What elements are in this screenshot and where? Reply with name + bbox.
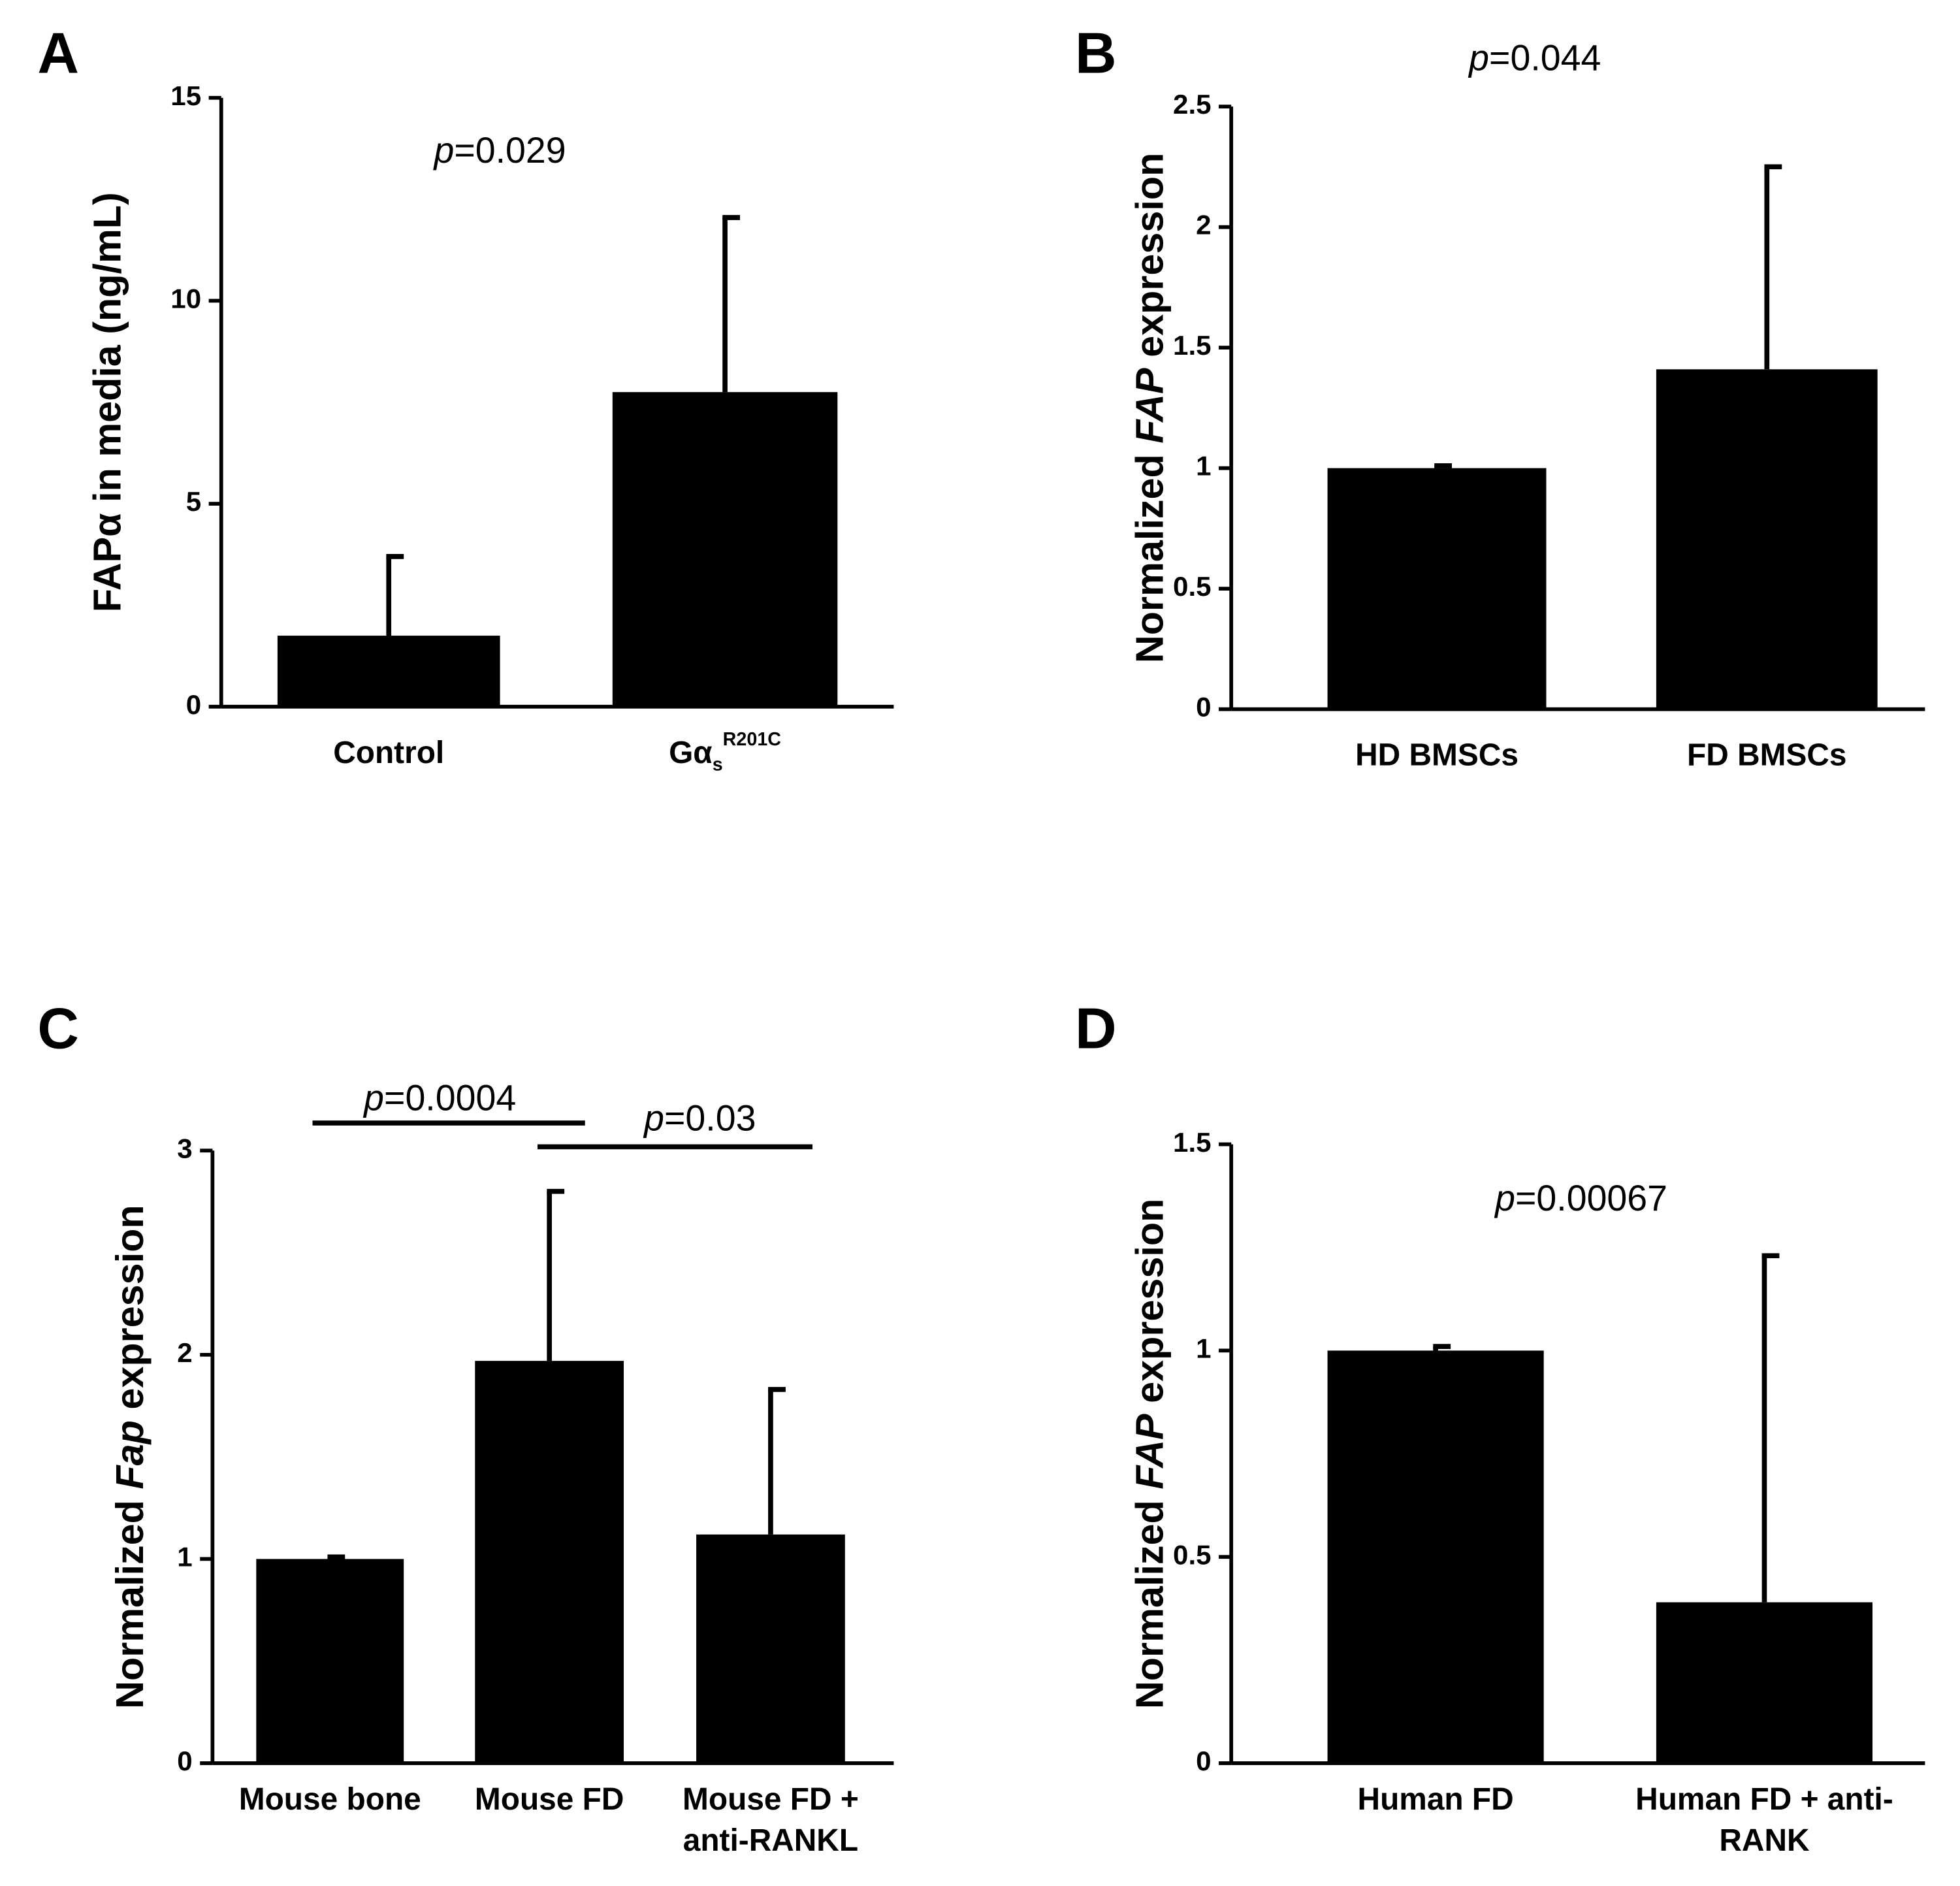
y-tick-label: 2 (177, 1337, 192, 1368)
x-tick-label: HD BMSCs (1355, 738, 1518, 773)
bar (475, 1361, 624, 1764)
p-value: p=0.00067 (1494, 1177, 1667, 1218)
x-tick-label: Human FD (1358, 1782, 1514, 1817)
x-tick-label-line: Mouse FD + (683, 1782, 859, 1817)
p-italic: p (362, 1077, 384, 1118)
y-axis-label: Normalized Fap expression (108, 1205, 152, 1709)
x-tick-label: Control (333, 736, 444, 770)
bar (1327, 1350, 1544, 1764)
x-tick-label-line: HD BMSCs (1355, 738, 1518, 773)
x-tick-label-line: Control (333, 736, 444, 770)
p-italic: p (643, 1097, 664, 1138)
y-axis-label: Normalized FAP expression (1127, 1199, 1171, 1709)
y-axis-label-part: FAP (1127, 368, 1171, 444)
bar (612, 392, 838, 707)
y-axis-label-part: Fap (108, 1420, 152, 1489)
bar (1327, 468, 1547, 709)
x-tick-label-sub: s (713, 754, 723, 775)
x-tick-label: Human FD + anti- RANK (1635, 1782, 1893, 1858)
bar (1656, 1602, 1873, 1764)
y-tick-label: 1 (177, 1542, 192, 1572)
x-tick-label-line: Gα (669, 736, 713, 770)
y-axis-label-part: Normalized (1127, 1489, 1171, 1709)
x-tick-label-sup: R201C (723, 729, 781, 750)
y-tick-label: 2.5 (1173, 89, 1212, 120)
panel-label: C (37, 996, 79, 1060)
p-text: =0.00067 (1515, 1177, 1667, 1218)
p-value: p=0.03 (643, 1097, 756, 1138)
x-tick-label-line: Mouse bone (239, 1782, 421, 1817)
x-tick-label-line: Human FD (1358, 1782, 1514, 1817)
y-axis-label: Normalized FAP expression (1127, 153, 1171, 663)
y-tick-label: 1.5 (1173, 330, 1212, 361)
p-italic: p (1468, 37, 1489, 78)
x-tick-label-line: Mouse FD (475, 1782, 624, 1817)
y-tick-label: 5 (186, 486, 201, 517)
x-tick-label: GαsR201C (669, 729, 781, 775)
bar (277, 636, 500, 707)
y-axis-label-part: FAPα in media (ng/mL) (85, 192, 129, 612)
panel-label: A (37, 20, 79, 85)
y-axis-label-part: expression (1127, 153, 1171, 368)
p-text: =0.0004 (384, 1077, 516, 1118)
x-tick-label-line: anti-RANKL (683, 1823, 858, 1858)
bar (1656, 369, 1878, 709)
x-tick-label-line: Human FD + anti- (1635, 1782, 1893, 1817)
bar (696, 1534, 845, 1764)
p-value: p=0.0004 (362, 1077, 516, 1118)
p-text: =0.029 (454, 130, 566, 171)
p-text: =0.044 (1489, 37, 1601, 78)
y-tick-label: 15 (170, 80, 201, 111)
p-italic: p (1494, 1177, 1515, 1218)
p-text: =0.03 (664, 1097, 756, 1138)
y-axis-label-part: Normalized (1127, 444, 1171, 663)
x-tick-label-line: RANK (1719, 1823, 1810, 1858)
y-axis-label-part: expression (108, 1205, 152, 1420)
y-axis-label-part: expression (1127, 1199, 1171, 1414)
y-tick-label: 0 (186, 689, 201, 720)
p-italic: p (432, 130, 454, 171)
p-value: p=0.029 (432, 130, 566, 171)
x-tick-label: Mouse FD (475, 1782, 624, 1817)
y-axis-label-part: FAP (1127, 1414, 1171, 1489)
y-axis-label: FAPα in media (ng/mL) (85, 192, 129, 612)
bar (256, 1559, 404, 1764)
y-tick-label: 0 (177, 1746, 192, 1776)
x-tick-label-line: FD BMSCs (1687, 738, 1846, 773)
x-tick-label: FD BMSCs (1687, 738, 1846, 773)
y-tick-label: 0 (1196, 1746, 1211, 1776)
panel-label: D (1075, 996, 1117, 1060)
y-tick-label: 1 (1196, 451, 1211, 481)
y-tick-label: 2 (1196, 210, 1211, 240)
y-tick-label: 0 (1196, 692, 1211, 723)
y-tick-label: 0.5 (1173, 571, 1212, 602)
x-tick-label: Mouse FD + anti-RANKL (683, 1782, 859, 1858)
y-tick-label: 10 (170, 284, 201, 314)
y-axis-label-part: Normalized (108, 1489, 152, 1709)
y-tick-label: 3 (177, 1133, 192, 1163)
y-tick-label: 1.5 (1173, 1127, 1212, 1158)
p-value: p=0.044 (1468, 37, 1601, 78)
y-tick-label: 1 (1196, 1333, 1211, 1364)
y-tick-label: 0.5 (1173, 1539, 1212, 1570)
x-tick-label: Mouse bone (239, 1782, 421, 1817)
panel-label: B (1075, 20, 1117, 85)
